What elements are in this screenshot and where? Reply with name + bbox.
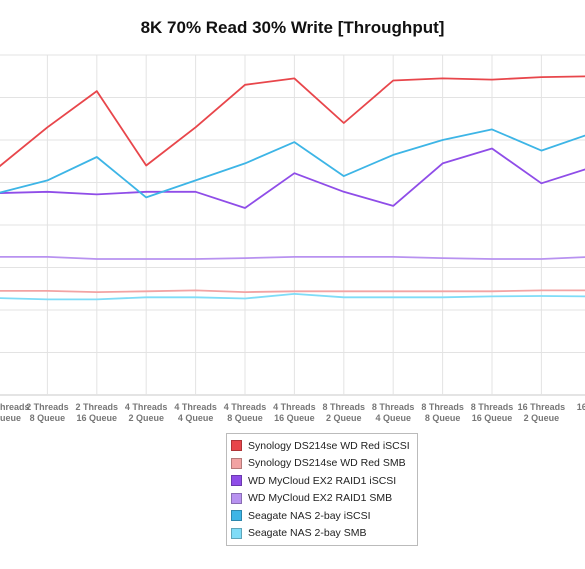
x-tick-label: 2 Threads <box>26 402 69 412</box>
legend-item: WD MyCloud EX2 RAID1 iSCSI <box>227 472 417 490</box>
x-tick-label: 16 Queue <box>274 413 315 423</box>
legend-swatch <box>231 527 242 539</box>
legend-label: WD MyCloud EX2 RAID1 SMB <box>248 492 393 505</box>
legend-item: WD MyCloud EX2 RAID1 SMB <box>227 490 417 508</box>
legend-swatch <box>231 510 242 522</box>
x-tick-label: 8 Threads <box>323 402 366 412</box>
chart-title: 8K 70% Read 30% Write [Throughput] <box>140 18 445 37</box>
series-line-4 <box>0 255 585 260</box>
x-tick-label: 4 Queue <box>375 413 411 423</box>
series-line-3 <box>0 147 585 209</box>
x-tick-label: 16 Queue <box>472 413 513 423</box>
series-line-1 <box>0 75 585 168</box>
x-tick-label: 8 Threads <box>471 402 514 412</box>
legend-swatch <box>231 475 242 487</box>
legend-item: Synology DS214se WD Red iSCSI <box>227 437 417 455</box>
x-tick-label: 16 Threads <box>518 402 566 412</box>
x-tick-label: 2 Queue <box>128 413 164 423</box>
legend-swatch <box>231 492 242 504</box>
x-tick-label: 2 Threads <box>76 402 119 412</box>
x-tick-label: 8 Threads <box>421 402 464 412</box>
x-tick-label: 8 Threads <box>372 402 415 412</box>
legend-swatch <box>231 440 242 452</box>
x-tick-label: 8 Queue <box>227 413 263 423</box>
x-tick-label: 4 Threads <box>174 402 217 412</box>
series-line-2 <box>0 289 585 294</box>
x-tick-label: 8 Queue <box>30 413 66 423</box>
x-tick-label: 4 Threads <box>125 402 168 412</box>
x-tick-label: 4 Queue <box>178 413 214 423</box>
series-line-6 <box>0 292 585 301</box>
x-tick-label: 2 Queue <box>524 413 560 423</box>
x-tick-label: 8 Queue <box>425 413 461 423</box>
x-tick-label: 16 Queue <box>77 413 118 423</box>
legend: Synology DS214se WD Red iSCSI Synology DS… <box>226 433 418 546</box>
legend-swatch <box>231 457 242 469</box>
x-tick-label: hreads <box>0 402 30 412</box>
legend-item: Synology DS214se WD Red SMB <box>227 455 417 473</box>
x-tick-label: 2 Queue <box>326 413 362 423</box>
x-tick-label: 16 Thr <box>577 402 585 412</box>
x-tick-label: 4 Threads <box>224 402 267 412</box>
legend-label: WD MyCloud EX2 RAID1 iSCSI <box>248 474 397 487</box>
legend-label: Synology DS214se WD Red iSCSI <box>248 439 410 452</box>
legend-item: Seagate NAS 2-bay iSCSI <box>227 507 417 525</box>
legend-label: Synology DS214se WD Red SMB <box>248 457 406 470</box>
legend-item: Seagate NAS 2-bay SMB <box>227 525 417 543</box>
legend-label: Seagate NAS 2-bay SMB <box>248 527 367 540</box>
legend-label: Seagate NAS 2-bay iSCSI <box>248 509 371 522</box>
x-tick-label: 4 Threads <box>273 402 316 412</box>
x-tick-label: ueue <box>0 413 21 423</box>
series-line-5 <box>0 128 585 199</box>
